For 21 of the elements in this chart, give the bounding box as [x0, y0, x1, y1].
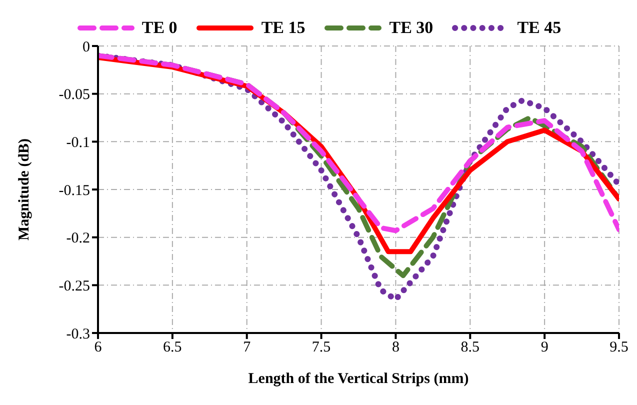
y-tick-label: -0.15 — [58, 182, 90, 199]
legend-label: TE 0 — [142, 18, 178, 38]
y-axis-title: Magnitude (dB) — [16, 138, 32, 241]
y-tick-label: -0.25 — [58, 278, 90, 294]
x-tick-label: 6 — [94, 340, 102, 356]
x-tick-label: 7.5 — [312, 340, 331, 356]
y-tick-label: -0.05 — [58, 87, 90, 104]
x-tick-label: 6.5 — [163, 340, 182, 356]
x-tick-label: 9 — [540, 340, 548, 356]
legend-label: TE 30 — [389, 18, 434, 38]
x-tick-label: 7 — [243, 340, 252, 356]
x-tick-label: 8.5 — [460, 340, 480, 356]
x-tick-label: 8 — [392, 340, 400, 356]
y-tick-label: -0.1 — [66, 134, 90, 151]
legend-label: TE 45 — [517, 18, 562, 38]
y-tick-label: 0 — [82, 39, 90, 56]
y-tick-label: -0.2 — [66, 230, 90, 247]
y-tick-label: -0.3 — [66, 326, 90, 342]
x-tick-label: 9.5 — [610, 340, 628, 356]
legend-label: TE 15 — [261, 18, 306, 38]
x-axis-title: Length of the Vertical Strips (mm) — [248, 371, 469, 387]
